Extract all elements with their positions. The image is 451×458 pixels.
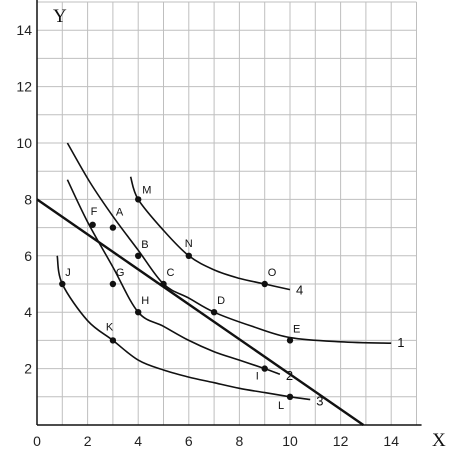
point-label-D: D xyxy=(217,295,225,307)
x-tick-label: 2 xyxy=(84,433,92,449)
point-label-J: J xyxy=(65,267,71,279)
point-label-M: M xyxy=(142,184,151,196)
x-tick-label: 10 xyxy=(282,433,298,449)
point-J xyxy=(59,280,66,288)
grid-lines xyxy=(37,1,417,425)
point-C xyxy=(160,280,167,288)
point-O xyxy=(261,280,268,288)
budget-line xyxy=(36,198,365,426)
point-D xyxy=(210,309,218,316)
y-tick-label: 12 xyxy=(16,79,32,95)
x-tick-label: 14 xyxy=(383,433,399,449)
point-label-F: F xyxy=(91,206,98,218)
point-F xyxy=(89,221,96,228)
curve-label-4: 4 xyxy=(296,283,303,298)
x-tick-label: 0 xyxy=(33,433,41,449)
y-tick-label: 6 xyxy=(24,248,32,264)
point-L xyxy=(286,393,294,400)
point-E xyxy=(286,337,294,344)
y-tick-label: 14 xyxy=(16,22,32,38)
y-tick-label: 8 xyxy=(24,191,32,207)
point-G xyxy=(109,280,117,288)
point-label-I: I xyxy=(256,371,259,383)
point-A xyxy=(109,224,117,231)
point-label-O: O xyxy=(268,267,277,279)
point-K xyxy=(109,337,117,344)
point-label-C: C xyxy=(167,267,175,279)
x-tick-label: 12 xyxy=(333,433,349,449)
indifference-curve-3 xyxy=(56,255,311,401)
x-tick-label: 4 xyxy=(134,433,142,449)
x-tick-label: 8 xyxy=(236,433,244,449)
point-I xyxy=(261,365,268,372)
x-axis-title: X xyxy=(432,430,446,451)
points-layer: A B C D E F G H I J K L M N O xyxy=(59,184,300,412)
y-tick-label: 2 xyxy=(24,361,32,377)
point-label-L: L xyxy=(278,400,284,412)
point-label-H: H xyxy=(141,295,149,307)
point-label-N: N xyxy=(185,238,193,250)
point-M xyxy=(135,196,142,203)
point-label-G: G xyxy=(116,267,125,279)
y-axis-title: Y xyxy=(53,6,67,27)
x-tick-label: 6 xyxy=(185,433,193,449)
point-N xyxy=(185,252,192,259)
y-tick-label: 4 xyxy=(24,304,32,320)
point-label-E: E xyxy=(293,323,300,335)
point-H xyxy=(135,309,142,316)
y-tick-label: 10 xyxy=(16,135,32,151)
curve-label-1: 1 xyxy=(397,335,404,350)
point-B xyxy=(135,252,142,259)
curve-label-2: 2 xyxy=(286,368,293,383)
point-label-B: B xyxy=(141,239,148,251)
point-label-K: K xyxy=(106,321,114,333)
curve-label-3: 3 xyxy=(316,394,323,409)
indifference-curve-1 xyxy=(66,142,392,344)
point-label-A: A xyxy=(116,207,124,219)
